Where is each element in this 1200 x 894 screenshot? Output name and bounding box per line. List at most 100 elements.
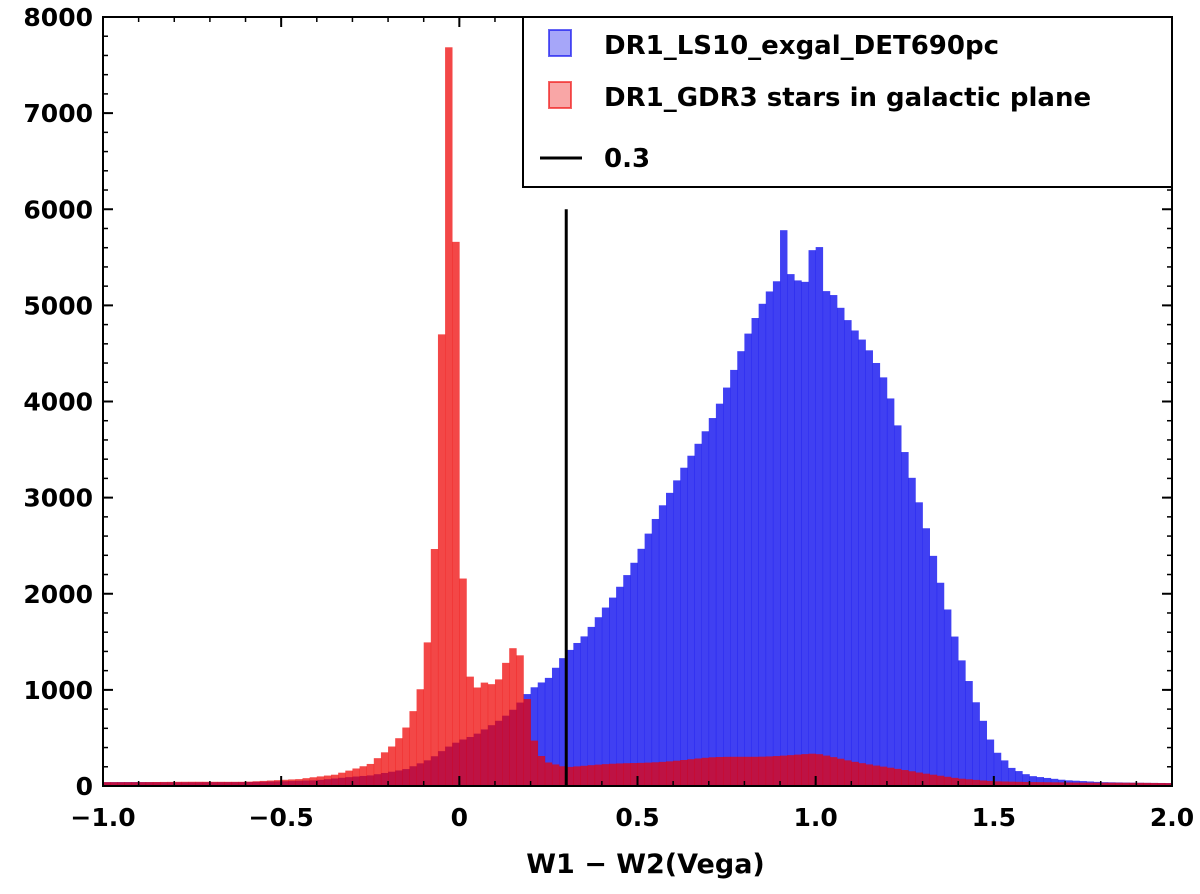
histogram-bar: [637, 548, 645, 786]
legend-label-exgal: DR1_LS10_exgal_DET690pc: [604, 31, 999, 61]
histogram-bar: [822, 291, 831, 786]
histogram-bar: [117, 782, 125, 786]
histogram-bar: [915, 772, 923, 786]
histogram-bar: [316, 776, 325, 786]
histogram-bar: [1000, 760, 1009, 786]
histogram-bar: [331, 774, 339, 786]
histogram-bar: [730, 756, 738, 786]
histogram-bar: [601, 607, 610, 786]
histogram-bar: [623, 575, 631, 786]
histogram-bar: [302, 778, 310, 786]
histogram-bar: [701, 757, 710, 786]
histogram-bar: [430, 549, 439, 786]
histogram-bar: [680, 760, 688, 786]
histogram-bar: [765, 291, 774, 786]
histogram-bar: [502, 662, 510, 786]
histogram-bar: [943, 776, 952, 786]
histogram-bar: [1072, 782, 1080, 786]
histogram-bar: [1065, 782, 1073, 786]
histogram-bar: [666, 761, 674, 786]
histogram-bar: [145, 782, 154, 786]
histogram-bar: [1036, 777, 1045, 786]
histogram-bar: [894, 425, 902, 786]
histogram-bar: [516, 655, 524, 786]
histogram-bar: [1022, 781, 1030, 786]
histogram-bar: [658, 761, 667, 786]
histogram-bar: [744, 333, 752, 786]
histogram-bar: [765, 756, 774, 786]
histogram-bar: [858, 339, 866, 786]
histogram-bar: [694, 443, 702, 786]
histogram-bar: [509, 648, 517, 786]
histogram-bar: [986, 781, 995, 786]
histogram-bar: [844, 760, 852, 786]
histogram-bar: [594, 617, 603, 786]
histogram-bar: [551, 667, 560, 786]
histogram-bar: [908, 771, 916, 786]
histogram-bar: [922, 528, 930, 786]
histogram-bar: [1029, 776, 1037, 786]
histogram-bar: [274, 780, 282, 786]
histogram-bar: [751, 318, 759, 786]
histogram-bar: [815, 247, 824, 786]
histogram-bar: [217, 781, 225, 786]
series-0-bars: [103, 230, 1173, 786]
histogram-bar: [551, 764, 560, 786]
histogram-bar: [993, 781, 1002, 786]
histogram-bar: [687, 759, 695, 786]
y-tick-label: 5000: [23, 291, 93, 320]
histogram-bar: [566, 649, 574, 786]
histogram-bar: [837, 307, 845, 786]
x-tick-label: −1.0: [70, 803, 135, 832]
y-tick-label: 4000: [23, 388, 93, 417]
histogram-bar: [608, 597, 617, 786]
histogram-bar: [487, 684, 496, 786]
histogram-bar: [1157, 783, 1166, 786]
histogram-bar: [958, 660, 966, 786]
x-tick-label: 0: [451, 803, 468, 832]
histogram-bar: [202, 781, 211, 786]
histogram-bar: [1008, 781, 1016, 786]
histogram-bar: [844, 320, 852, 786]
histogram-bar: [808, 753, 816, 786]
histogram-bar: [801, 281, 809, 786]
histogram-bar: [103, 782, 111, 786]
histogram-bar: [195, 781, 204, 786]
histogram-bar: [658, 505, 667, 786]
histogram-bar: [1022, 774, 1030, 786]
histogram-bar: [209, 781, 218, 786]
histogram-bar: [259, 780, 268, 786]
histogram-bar: [559, 766, 567, 786]
histogram-bar: [1079, 782, 1087, 786]
histogram-bar: [566, 766, 574, 786]
histogram-bar: [281, 779, 289, 786]
histogram-bar: [352, 768, 360, 786]
histogram-bar: [673, 480, 681, 786]
histogram-bar: [701, 431, 710, 786]
histogram-bar: [1015, 771, 1023, 786]
histogram-bar: [459, 578, 467, 786]
histogram-bar: [886, 398, 895, 786]
histogram-bar: [423, 642, 432, 786]
histogram-bar: [1043, 782, 1052, 786]
histogram-bar: [730, 369, 738, 786]
histogram-bar: [829, 757, 838, 786]
histogram-bar: [530, 740, 539, 786]
histogram-bar: [772, 756, 781, 786]
histogram-bar: [872, 765, 881, 786]
histogram-bar: [965, 681, 973, 786]
histogram-bar: [680, 467, 688, 786]
histogram-bar: [124, 782, 132, 786]
histogram-bar: [851, 761, 859, 786]
histogram-bar: [224, 781, 232, 786]
y-tick-label: 2000: [23, 580, 93, 609]
histogram-bar: [737, 351, 745, 786]
legend-label-threshold: 0.3: [604, 144, 650, 174]
histogram-bar: [466, 676, 474, 786]
histogram-bar: [979, 720, 988, 786]
histogram-bar: [694, 758, 702, 786]
legend: DR1_LS10_exgal_DET690pc DR1_GDR3 stars i…: [522, 16, 1173, 188]
histogram-bar: [188, 781, 196, 786]
histogram-bar: [373, 758, 382, 786]
histogram-bar: [1143, 782, 1151, 786]
